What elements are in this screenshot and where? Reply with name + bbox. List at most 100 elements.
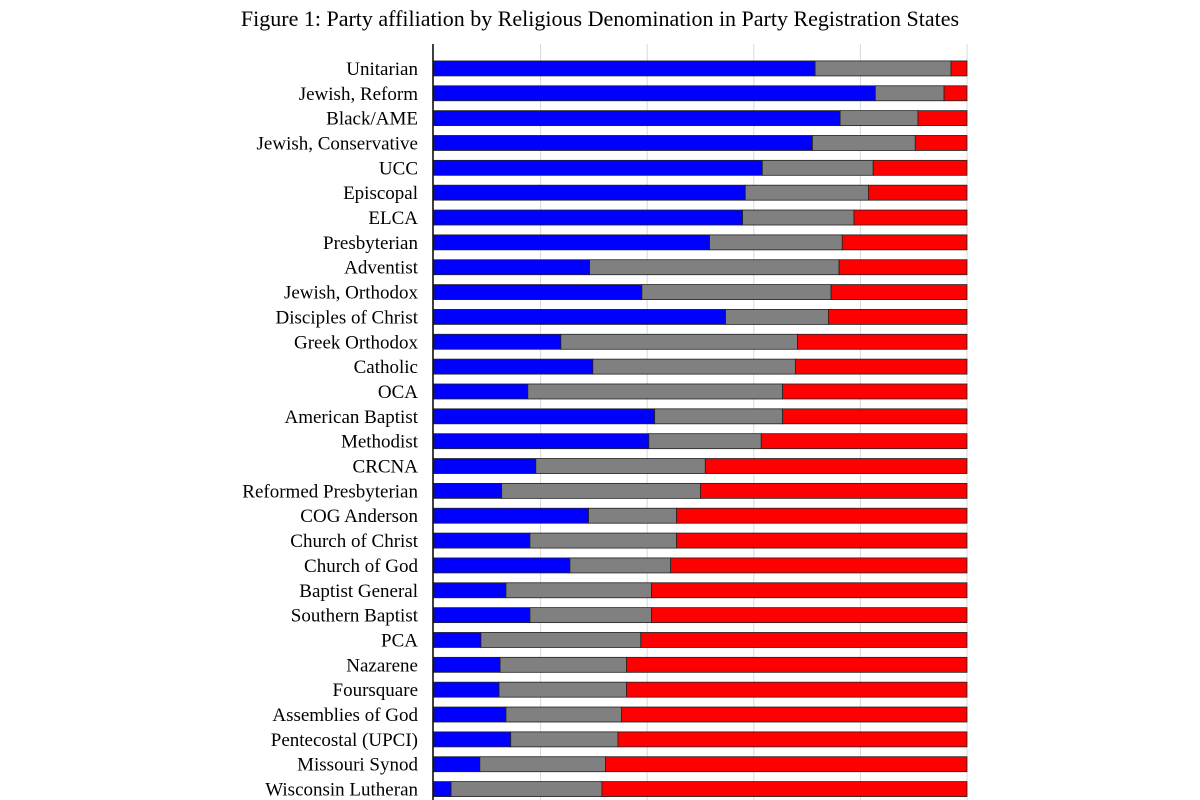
category-label: Southern Baptist <box>291 606 419 627</box>
category-label: Jewish, Conservative <box>257 133 418 154</box>
bar-segment-other-independent <box>505 706 623 723</box>
category-label: Episcopal <box>343 183 418 204</box>
bar-segment-other-independent <box>529 607 652 624</box>
bar-segment-other-independent <box>592 358 796 375</box>
bar-segment-democratic <box>433 632 482 648</box>
bar-segment-democratic <box>433 607 531 624</box>
bar-segment-republican <box>782 383 968 400</box>
bar-segment-democratic <box>433 110 841 127</box>
bar-segment-republican <box>676 507 968 524</box>
bar-segment-democratic <box>433 731 512 748</box>
bar-segment-other-independent <box>654 408 783 425</box>
bar-segment-other-independent <box>569 557 672 574</box>
bar-segment-republican <box>605 756 968 773</box>
bar-segment-democratic <box>433 284 643 300</box>
bar-segment-democratic <box>433 458 537 474</box>
bar-segment-other-independent <box>641 284 832 300</box>
category-label: ELCA <box>368 208 418 229</box>
bar-segment-other-independent <box>744 184 869 201</box>
bar-segment-other-independent <box>648 433 762 450</box>
bar-segment-democratic <box>433 507 589 524</box>
bar-segment-democratic <box>433 184 746 201</box>
bar-segment-democratic <box>433 656 501 673</box>
bar-segment-democratic <box>433 781 452 797</box>
category-label: Greek Orthodox <box>294 332 418 353</box>
category-label: Jewish, Orthodox <box>284 283 419 304</box>
bar-segment-other-independent <box>560 333 798 350</box>
bar-segment-republican <box>950 60 968 77</box>
category-label: Assemblies of God <box>272 705 418 726</box>
bar-segment-democratic <box>433 333 562 350</box>
category-label: Baptist General <box>299 581 418 602</box>
bar-segment-republican <box>853 209 968 226</box>
bar-segment-other-independent <box>501 482 701 499</box>
bar-segment-democratic <box>433 259 591 276</box>
category-label: Catholic <box>354 357 418 378</box>
category-label: Pentecostal (UPCI) <box>271 730 418 751</box>
bar-segment-republican <box>794 358 968 375</box>
bar-segment-other-independent <box>709 234 843 251</box>
bar-segment-republican <box>914 135 968 151</box>
bar-segment-republican <box>797 333 968 350</box>
bar-segment-other-independent <box>498 681 627 698</box>
bar-segment-democratic <box>433 60 816 77</box>
category-label: Methodist <box>341 432 419 453</box>
bar-segment-other-independent <box>479 756 607 773</box>
bar-segment-republican <box>841 234 968 251</box>
bar-segment-democratic <box>433 706 507 723</box>
category-label: Disciples of Christ <box>276 307 419 328</box>
bar-segment-other-independent <box>499 656 627 673</box>
bar-segment-republican <box>601 781 968 797</box>
bar-segment-republican <box>867 184 968 201</box>
category-label: Reformed Presbyterian <box>242 481 418 502</box>
bar-segment-other-independent <box>589 259 840 276</box>
bar-segment-democratic <box>433 557 571 574</box>
bar-segment-democratic <box>433 482 503 499</box>
bar-segment-other-independent <box>812 135 916 151</box>
bar-segment-other-independent <box>510 731 619 748</box>
category-label: Foursquare <box>333 680 418 701</box>
bar-segment-democratic <box>433 532 531 549</box>
bar-segment-republican <box>651 582 968 599</box>
bar-segment-republican <box>617 731 968 748</box>
category-label: Nazarene <box>346 655 418 676</box>
bar-segment-other-independent <box>742 209 855 226</box>
bar-segment-democratic <box>433 433 650 450</box>
bar-segment-democratic <box>433 309 726 325</box>
bar-segment-democratic <box>433 358 594 375</box>
bar-segment-other-independent <box>761 159 874 176</box>
bar-segment-democratic <box>433 756 481 773</box>
bar-segment-other-independent <box>874 85 945 102</box>
bar-segment-republican <box>760 433 968 450</box>
category-label: Missouri Synod <box>297 755 418 776</box>
bar-segment-democratic <box>433 582 507 599</box>
bar-segment-other-independent <box>480 632 642 648</box>
bar-segment-republican <box>828 309 968 325</box>
bar-segment-democratic <box>433 234 710 251</box>
bar-segment-other-independent <box>839 110 919 127</box>
category-label: OCA <box>378 382 418 403</box>
category-label: CRCNA <box>353 457 419 478</box>
bar-segment-other-independent <box>529 532 677 549</box>
bar-segment-other-independent <box>505 582 652 599</box>
category-label: Church of God <box>304 556 418 577</box>
bar-segment-republican <box>872 159 968 176</box>
bar-segment-republican <box>640 632 968 648</box>
category-label: Church of Christ <box>290 531 418 552</box>
category-label: Unitarian <box>346 59 418 80</box>
category-label: Presbyterian <box>323 233 418 254</box>
category-label: Wisconsin Lutheran <box>265 780 418 800</box>
category-label: PCA <box>381 630 418 651</box>
bar-segment-republican <box>626 656 968 673</box>
category-label: Adventist <box>344 258 419 279</box>
category-label: UCC <box>379 158 418 179</box>
bar-segment-other-independent <box>588 507 677 524</box>
category-label: Black/AME <box>326 109 418 130</box>
bar-segment-democratic <box>433 681 500 698</box>
chart-title: Figure 1: Party affiliation by Religious… <box>240 6 960 31</box>
bar-segment-republican <box>838 259 968 276</box>
category-label: Jewish, Reform <box>299 84 418 105</box>
bar-segment-republican <box>782 408 968 425</box>
bar-segment-republican <box>676 532 968 549</box>
bar-segment-democratic <box>433 135 813 151</box>
